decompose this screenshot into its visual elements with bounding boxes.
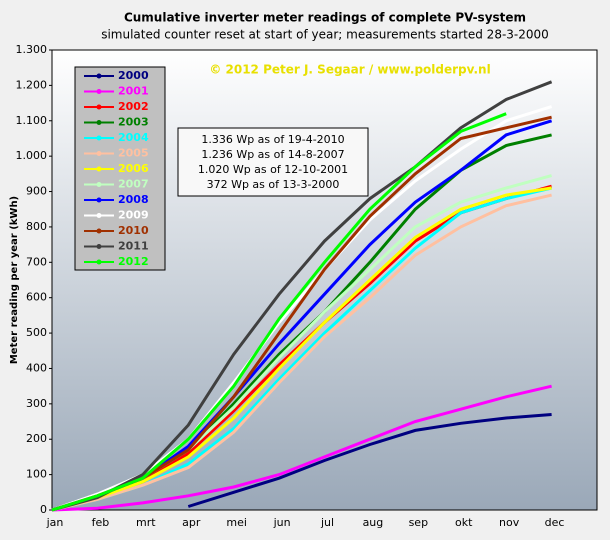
x-tick-label: feb bbox=[92, 516, 110, 529]
legend-marker bbox=[96, 73, 102, 79]
legend-marker bbox=[96, 259, 102, 265]
legend-label: 2005 bbox=[118, 147, 149, 160]
y-tick-label: 1.000 bbox=[16, 149, 48, 162]
annotation-box bbox=[177, 127, 369, 197]
y-tick-label: 300 bbox=[26, 397, 47, 410]
legend-label: 2006 bbox=[118, 162, 149, 175]
series-line bbox=[51, 186, 552, 512]
x-tick-label: mrt bbox=[136, 516, 156, 529]
y-tick-label: 100 bbox=[26, 468, 47, 481]
y-tick-label: 700 bbox=[26, 255, 47, 268]
annotation: 1.236 Wp as of 14-8-2007 bbox=[201, 148, 344, 161]
x-tick-label: okt bbox=[455, 516, 473, 529]
annotation: 372 Wp as of 13-3-2000 bbox=[207, 178, 340, 191]
legend-label: 2010 bbox=[118, 224, 149, 237]
y-tick-label: 900 bbox=[26, 185, 47, 198]
x-tick-label: sep bbox=[409, 516, 428, 529]
x-tick-label: apr bbox=[182, 516, 201, 529]
legend-marker bbox=[96, 104, 102, 110]
legend-label: 2008 bbox=[118, 193, 149, 206]
legend-label: 2012 bbox=[118, 255, 149, 268]
legend-marker bbox=[96, 89, 102, 94]
legend-label: 2007 bbox=[118, 178, 149, 191]
credit: © 2012 Peter J. Segaar / www.polderpv.nl bbox=[209, 63, 490, 77]
x-tick-label: jun bbox=[273, 516, 291, 529]
y-tick-label: 600 bbox=[26, 291, 47, 304]
chart-subtitle: simulated counter reset at start of year… bbox=[101, 28, 549, 42]
series-line bbox=[51, 112, 507, 512]
legend-label: 2009 bbox=[118, 209, 149, 222]
y-tick-label: 1.200 bbox=[16, 78, 48, 91]
x-tick-label: jan bbox=[46, 516, 64, 529]
x-tick-label: aug bbox=[363, 516, 384, 529]
y-tick-label: 800 bbox=[26, 220, 47, 233]
chart-title: Cumulative inverter meter readings of co… bbox=[124, 11, 526, 25]
y-tick-label: 1.100 bbox=[16, 114, 48, 127]
legend-marker bbox=[96, 197, 102, 203]
y-axis-label: Meter reading per year (kWh) bbox=[9, 196, 20, 364]
legend-marker bbox=[96, 135, 102, 141]
series-line bbox=[51, 80, 553, 512]
x-tick-label: dec bbox=[545, 516, 565, 529]
legend-marker bbox=[96, 213, 102, 218]
y-tick-label: 0 bbox=[40, 503, 47, 516]
series-line bbox=[51, 193, 552, 512]
legend-marker bbox=[96, 166, 102, 172]
y-tick-label: 500 bbox=[26, 326, 47, 339]
legend-label: 2004 bbox=[118, 131, 149, 144]
legend-label: 2000 bbox=[118, 69, 149, 82]
legend-label: 2011 bbox=[118, 240, 149, 253]
x-tick-label: jul bbox=[320, 516, 334, 529]
y-tick-label: 400 bbox=[26, 361, 47, 374]
series-line bbox=[187, 413, 552, 508]
legend-label: 2001 bbox=[118, 85, 149, 98]
x-tick-label: mei bbox=[226, 516, 247, 529]
y-tick-label: 1.300 bbox=[16, 43, 48, 56]
legend-marker bbox=[96, 151, 102, 156]
series-line bbox=[51, 384, 552, 512]
legend-marker bbox=[96, 244, 102, 249]
legend-label: 2002 bbox=[118, 100, 149, 113]
annotation: 1.020 Wp as of 12-10-2001 bbox=[198, 163, 348, 176]
legend-marker bbox=[96, 120, 102, 125]
legend-marker bbox=[96, 182, 102, 187]
annotation: 1.336 Wp as of 19-4-2010 bbox=[201, 133, 344, 146]
x-tick-label: nov bbox=[499, 516, 520, 529]
legend-marker bbox=[96, 228, 102, 234]
y-tick-label: 200 bbox=[26, 432, 47, 445]
legend-label: 2003 bbox=[118, 116, 149, 129]
